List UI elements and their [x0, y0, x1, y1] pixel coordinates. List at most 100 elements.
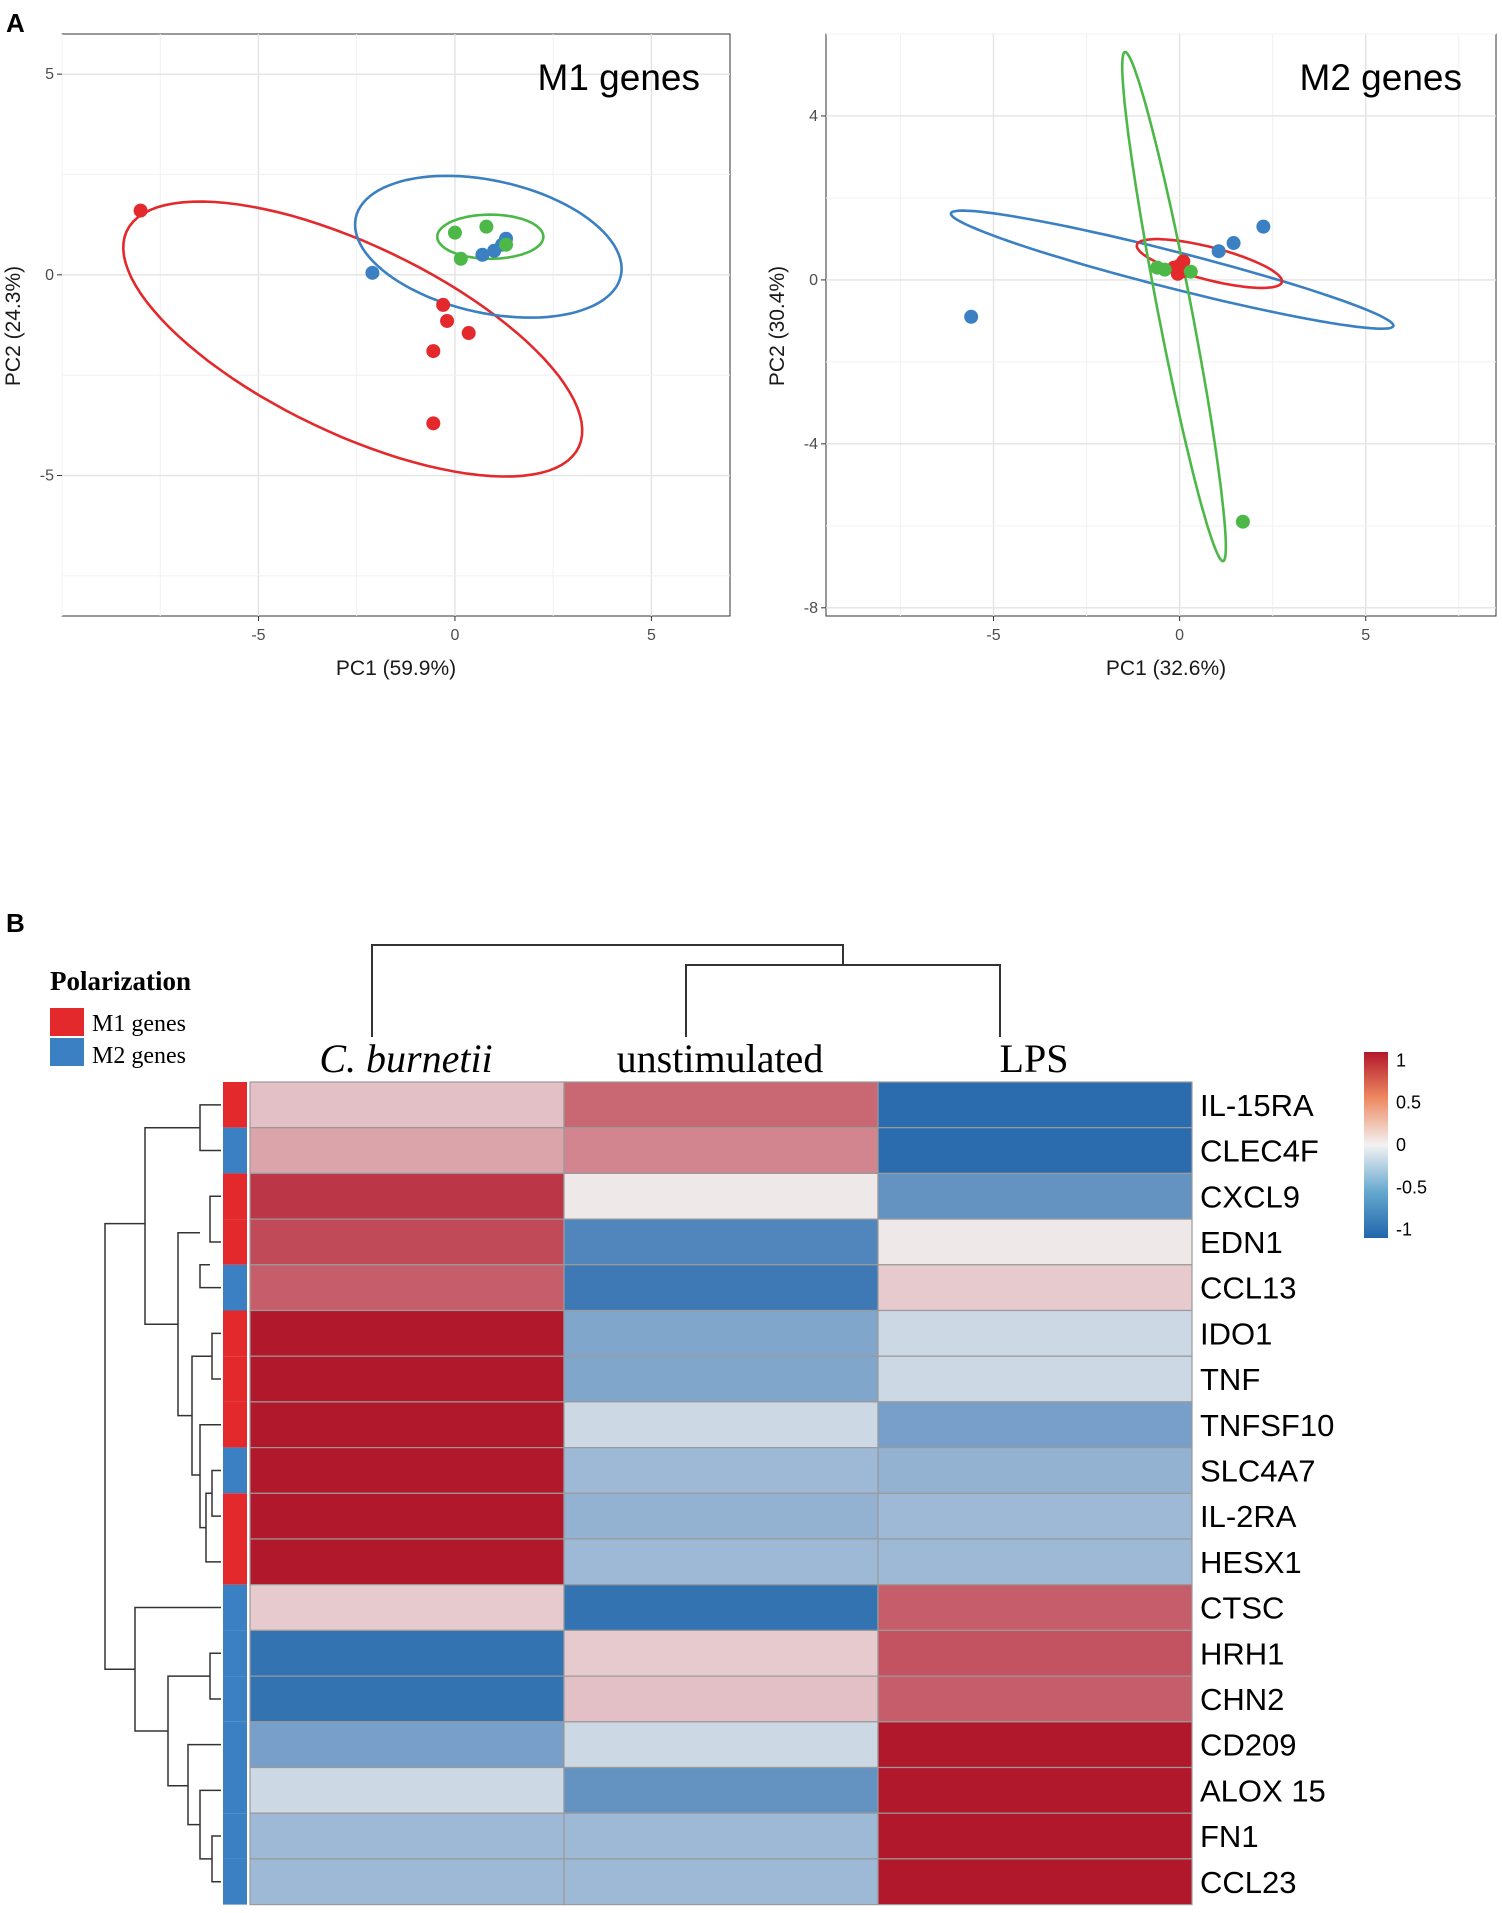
y-ticks: 5 0 -5 [40, 66, 62, 485]
colorbar-tick-label: -1 [1396, 1220, 1412, 1240]
polarization-cell [223, 1310, 247, 1357]
legend-swatch-m1 [50, 1008, 84, 1036]
y-tick-label: 4 [809, 108, 818, 125]
heatmap-cell [563, 1812, 879, 1860]
heatmap [249, 1081, 1193, 1906]
data-point [426, 416, 441, 431]
plot-title: M1 genes [538, 57, 701, 98]
dendrogram-branch [209, 1652, 221, 1700]
dendrogram-branch [104, 1222, 145, 1670]
dendrogram-branch [191, 1355, 212, 1476]
heatmap-cell [563, 1127, 879, 1174]
column-label-lps: LPS [1000, 1036, 1069, 1081]
data-point [436, 297, 451, 312]
data-point [475, 247, 490, 262]
heatmap-cell [249, 1675, 565, 1723]
column-label-c-burnetii: C. burnetii [319, 1036, 492, 1081]
grid [61, 34, 730, 616]
heatmap-cell [249, 1264, 565, 1312]
plot-panel [61, 33, 731, 617]
heatmap-cell [249, 1309, 565, 1357]
heatmap-cell [249, 1858, 565, 1906]
row-label: CCL13 [1200, 1271, 1297, 1306]
heatmap-cell [249, 1355, 565, 1403]
polarization-annotation [223, 1082, 247, 1905]
row-label: CD209 [1200, 1728, 1297, 1763]
polarization-cell [223, 1584, 247, 1631]
heatmap-cell [563, 1858, 879, 1906]
panel-b-label: B [6, 908, 25, 938]
data-point [453, 251, 468, 266]
heatmap-cell [877, 1629, 1193, 1677]
heatmap-cell [249, 1401, 565, 1449]
polarization-cell [223, 1082, 247, 1128]
heatmap-cell [563, 1629, 879, 1677]
x-tick-label: -5 [251, 627, 265, 644]
polarization-cell [223, 1127, 247, 1174]
y-axis-title: PC2 (24.3%) [2, 266, 25, 386]
x-axis-title: PC1 (59.9%) [336, 657, 456, 680]
polarization-cell [223, 1858, 247, 1905]
row-label: CTSC [1200, 1591, 1284, 1626]
polarization-cell [223, 1447, 247, 1494]
y-tick-label: 0 [809, 272, 818, 289]
column-labels: C. burnetii unstimulated LPS [319, 1036, 1068, 1081]
heatmap-cell [563, 1584, 879, 1631]
heatmap-cell [563, 1766, 879, 1814]
pca-plot-m2: -5 0 5 4 0 -4 -8 M2 genes PC1 (32.6%) PC2 (30… [766, 33, 1497, 680]
heatmap-cell [249, 1127, 565, 1174]
heatmap-cell [563, 1264, 879, 1312]
colorbar-tick-label: 0.5 [1396, 1093, 1421, 1113]
heatmap-cell [877, 1812, 1193, 1860]
panel-a-label: A [6, 8, 25, 38]
heatmap-cell [249, 1629, 565, 1677]
y-tick-label: 5 [45, 66, 54, 83]
dendrogram-branch [144, 1126, 200, 1325]
polarization-cell [223, 1401, 247, 1448]
dendrogram-branch [187, 1743, 221, 1826]
heatmap-cell [563, 1492, 879, 1540]
heatmap-cell [563, 1675, 879, 1723]
ellipses [121, 174, 623, 478]
row-dendrogram [104, 1104, 221, 1883]
heatmap-cell [249, 1584, 565, 1631]
row-label: HRH1 [1200, 1636, 1284, 1671]
y-ticks: 4 0 -4 -8 [804, 108, 826, 617]
data-point [447, 225, 462, 240]
heatmap-cell [877, 1858, 1193, 1906]
legend-title: Polarization [50, 966, 191, 996]
heatmap-cell [877, 1584, 1193, 1631]
column-label-unstimulated: unstimulated [617, 1036, 824, 1081]
ellipses [949, 50, 1395, 563]
dendrogram-branch [199, 1424, 221, 1529]
dendrogram-branch [167, 1675, 210, 1787]
heatmap-cell [249, 1538, 565, 1586]
heatmap-cell [877, 1309, 1193, 1357]
heatmap-cell [563, 1081, 879, 1129]
heatmap-cell [877, 1355, 1193, 1403]
polarization-cell [223, 1539, 247, 1585]
data-point [440, 313, 455, 328]
data-point [1183, 264, 1198, 279]
y-tick-label: 0 [45, 267, 54, 284]
data-point [133, 203, 148, 218]
confidence-ellipse [1135, 237, 1284, 290]
y-axis-title: PC2 (30.4%) [766, 266, 789, 386]
heatmap-cell [563, 1309, 879, 1357]
heatmap-cell [249, 1812, 565, 1860]
row-label: ALOX 15 [1200, 1773, 1326, 1808]
row-label: HESX1 [1200, 1545, 1302, 1580]
polarization-cell [223, 1721, 247, 1768]
heatmap-cell [563, 1721, 879, 1769]
data-point [426, 344, 441, 359]
x-ticks: -5 0 5 [986, 616, 1370, 644]
colorbar: 1 0.5 0 -0.5 -1 [1364, 1050, 1427, 1240]
data-point [1235, 514, 1250, 529]
colorbar-tick-label: 0 [1396, 1135, 1406, 1155]
data-point [1170, 266, 1185, 281]
dendrogram-branch [211, 1835, 221, 1883]
polarization-cell [223, 1767, 247, 1814]
dendrogram-branch [205, 1492, 221, 1563]
row-label: TNFSF10 [1200, 1408, 1334, 1443]
